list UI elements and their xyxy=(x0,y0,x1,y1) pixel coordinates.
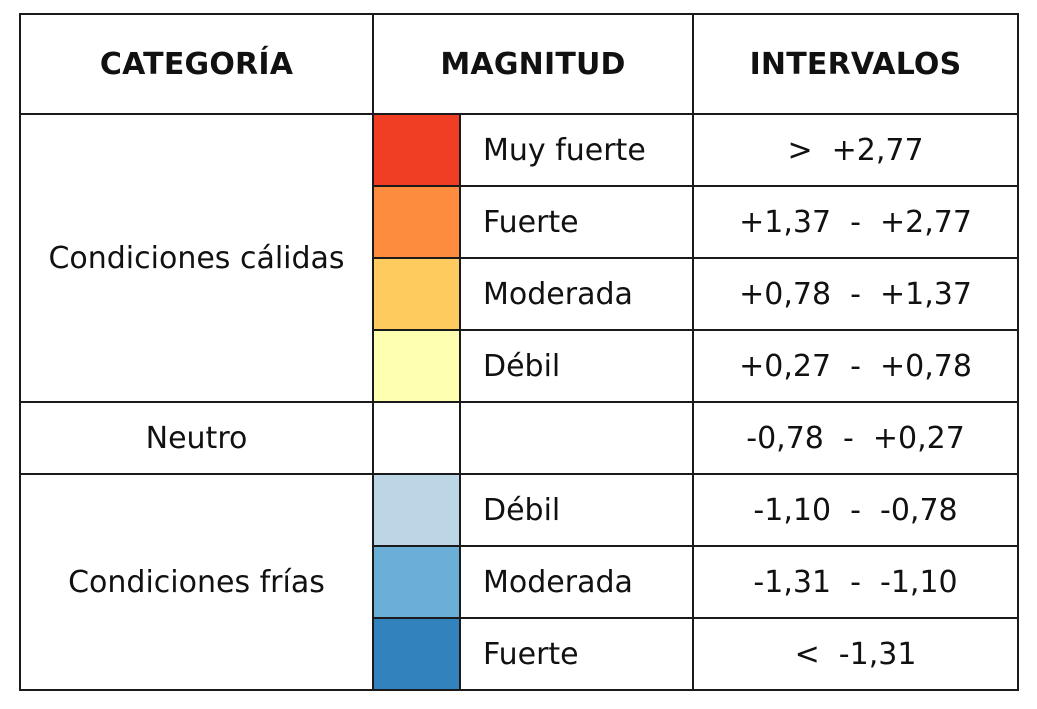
interval-value: < -1,31 xyxy=(692,617,1020,691)
header-intervals: INTERVALOS xyxy=(692,13,1020,115)
interval-value: -1,10 - -0,78 xyxy=(692,473,1020,547)
color-swatch xyxy=(372,617,461,691)
interval-value: +1,37 - +2,77 xyxy=(692,185,1020,259)
magnitude-label: Débil xyxy=(458,329,695,403)
magnitude-label: Débil xyxy=(458,473,695,547)
interval-value: +0,27 - +0,78 xyxy=(692,329,1020,403)
swatch-fill xyxy=(374,619,459,689)
table-row: Condiciones frías Débil -1,10 - -0,78 xyxy=(19,473,1020,691)
swatch-fill xyxy=(374,259,459,329)
table-row: Fuerte < -1,31 xyxy=(20,617,1020,691)
magnitude-label: Fuerte xyxy=(458,185,695,259)
table-row: Condiciones cálidas Muy fuerte > +2,77 xyxy=(19,113,1020,403)
interval-value: -0,78 - +0,27 xyxy=(692,401,1020,475)
table-row: Moderada +0,78 - +1,37 xyxy=(20,257,1020,331)
color-swatch xyxy=(372,329,461,403)
header-row: CATEGORÍA MAGNITUD INTERVALOS xyxy=(19,13,1020,115)
interval-value: -1,31 - -1,10 xyxy=(692,545,1020,619)
header-category: CATEGORÍA xyxy=(19,13,374,115)
swatch-fill xyxy=(374,403,459,473)
swatch-fill xyxy=(374,547,459,617)
interval-value: +0,78 - +1,37 xyxy=(692,257,1020,331)
category-neutral: Neutro xyxy=(19,401,374,475)
table-row: Débil +0,27 - +0,78 xyxy=(20,329,1020,403)
magnitude-label xyxy=(458,401,695,475)
color-swatch xyxy=(372,473,461,547)
swatch-fill xyxy=(374,187,459,257)
interval-value: > +2,77 xyxy=(692,113,1020,187)
color-swatch xyxy=(372,401,461,475)
color-swatch xyxy=(372,185,461,259)
header-magnitude: MAGNITUD xyxy=(371,13,695,115)
category-warm: Condiciones cálidas xyxy=(19,113,374,403)
magnitude-label: Fuerte xyxy=(458,617,695,691)
magnitude-label: Moderada xyxy=(458,545,695,619)
table-row: Fuerte +1,37 - +2,77 xyxy=(20,185,1020,259)
table-row: Neutro -0,78 - +0,27 xyxy=(19,401,1020,475)
color-swatch xyxy=(372,257,461,331)
color-swatch xyxy=(372,113,461,187)
color-swatch xyxy=(372,545,461,619)
magnitude-label: Moderada xyxy=(458,257,695,331)
swatch-fill xyxy=(374,115,459,185)
table-row: Moderada -1,31 - -1,10 xyxy=(20,545,1020,619)
swatch-fill xyxy=(374,331,459,401)
magnitude-label: Muy fuerte xyxy=(458,113,695,187)
swatch-fill xyxy=(374,475,459,545)
legend-table: CATEGORÍA MAGNITUD INTERVALOS Condicione… xyxy=(19,13,1020,691)
category-cold: Condiciones frías xyxy=(19,473,374,691)
